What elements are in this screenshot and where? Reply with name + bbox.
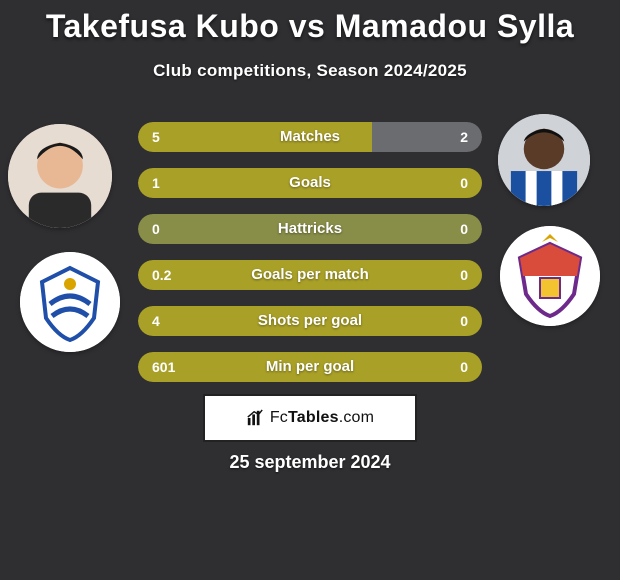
metric-bar-neutral — [138, 214, 482, 244]
metric-bar-left — [138, 352, 482, 382]
page-subtitle: Club competitions, Season 2024/2025 — [0, 45, 620, 81]
metric-value-left: 1 — [138, 168, 174, 198]
crest-icon — [20, 252, 120, 352]
brand-bold: Tables — [288, 409, 339, 426]
brand-prefix: Fc — [270, 409, 288, 426]
metric-value-right: 2 — [446, 122, 482, 152]
metric-value-right: 0 — [446, 260, 482, 290]
metric-bar-left — [138, 260, 482, 290]
player2-avatar — [498, 114, 590, 206]
metric-value-left: 601 — [138, 352, 189, 382]
metric-row: 6010Min per goal — [138, 352, 482, 382]
metric-value-right: 0 — [446, 306, 482, 336]
brand-box: FcTables.com — [203, 394, 417, 442]
metric-value-left: 0.2 — [138, 260, 185, 290]
metric-row: 00Hattricks — [138, 214, 482, 244]
metric-row: 40Shots per goal — [138, 306, 482, 336]
date-text: 25 september 2024 — [0, 452, 620, 473]
metric-value-right: 0 — [446, 352, 482, 382]
metric-row: 52Matches — [138, 122, 482, 152]
chart-icon — [246, 409, 264, 427]
metric-value-right: 0 — [446, 214, 482, 244]
metric-row: 10Goals — [138, 168, 482, 198]
metric-value-left: 0 — [138, 214, 174, 244]
brand-suffix: .com — [339, 409, 374, 426]
comparison-infographic: Takefusa Kubo vs Mamadou Sylla Club comp… — [0, 0, 620, 580]
crest-icon — [500, 226, 600, 326]
comparison-bar-chart: 52Matches10Goals00Hattricks0.20Goals per… — [138, 122, 482, 398]
metric-value-left: 4 — [138, 306, 174, 336]
person-icon — [8, 124, 112, 228]
brand-text: FcTables.com — [270, 409, 374, 427]
metric-value-right: 0 — [446, 168, 482, 198]
player1-avatar — [8, 124, 112, 228]
page-title: Takefusa Kubo vs Mamadou Sylla — [0, 0, 620, 45]
player1-club-crest — [20, 252, 120, 352]
player2-club-crest — [500, 226, 600, 326]
metric-bar-left — [138, 168, 482, 198]
person-icon — [498, 114, 590, 206]
metric-value-left: 5 — [138, 122, 174, 152]
metric-bar-left — [138, 306, 482, 336]
metric-row: 0.20Goals per match — [138, 260, 482, 290]
